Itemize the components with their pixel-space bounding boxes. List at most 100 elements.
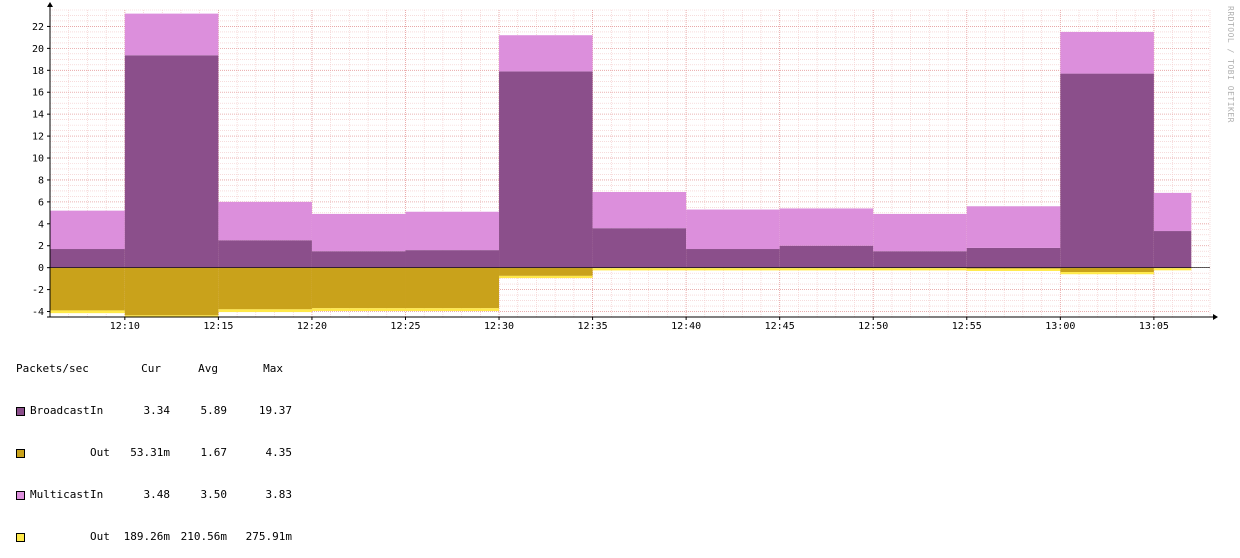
legend-row-broadcast-in: Broadcast In 3.34 5.89 19.37	[16, 404, 292, 418]
x-tick-labels: 12:10 12:15 12:20 12:25 12:30 12:35 12:40 12:45…	[110, 321, 1169, 330]
y-tick-label: 14	[32, 110, 44, 121]
x-tick-label: 12:35	[578, 321, 608, 330]
bar-multicast-out	[592, 268, 687, 271]
bar-multicast-in	[311, 213, 406, 252]
bar-broadcast-out	[218, 267, 312, 310]
x-tick-label: 12:50	[858, 321, 888, 330]
x-tick-label: 13:05	[1139, 321, 1169, 330]
y-tick-label: 8	[38, 175, 44, 186]
bar-multicast-out	[779, 268, 874, 271]
legend-header: Packets/sec Cur Avg Max	[16, 362, 292, 376]
bar-broadcast-in	[405, 250, 500, 268]
bar-multicast-in	[1060, 31, 1154, 74]
bar-broadcast-in	[499, 71, 593, 268]
legend-cur: 189.26m	[123, 530, 170, 543]
legend-cur: 3.34	[143, 404, 171, 417]
bar-broadcast-out	[124, 267, 219, 316]
bar-broadcast-in	[966, 247, 1061, 268]
bar-broadcast-in	[592, 228, 687, 268]
x-tick-label: 12:10	[110, 321, 140, 330]
bar-multicast-in	[405, 211, 500, 251]
bar-broadcast-out	[499, 267, 593, 276]
y-tick-label: 22	[32, 22, 44, 33]
legend-swatch	[16, 490, 25, 500]
legend: Packets/sec Cur Avg Max Broadcast In 3.34 5.89…	[16, 334, 292, 558]
legend-series-name: Broadcast	[30, 404, 90, 417]
legend-max: 275.91m	[245, 530, 292, 543]
chart-axes	[47, 2, 1218, 320]
legend-swatch	[16, 448, 25, 458]
bar-multicast-in	[218, 201, 312, 241]
chart-areas	[50, 13, 1192, 318]
legend-header-cur: Cur	[141, 362, 161, 375]
bar-broadcast-out	[966, 267, 1061, 269]
legend-max: 19.37	[258, 404, 292, 417]
bar-multicast-in	[499, 35, 593, 72]
x-tick-label: 12:25	[390, 321, 420, 330]
legend-avg: 5.89	[200, 404, 228, 417]
y-tick-label: 4	[38, 219, 44, 230]
bar-multicast-out	[966, 268, 1061, 271]
bar-multicast-out	[873, 268, 967, 271]
bar-multicast-in	[873, 213, 967, 252]
x-tick-label: 12:20	[297, 321, 327, 330]
bar-multicast-in	[1153, 192, 1192, 232]
bar-multicast-in	[779, 208, 874, 246]
legend-row-multicast-out: Out 189.26m 210.56m 275.91m	[16, 530, 292, 544]
y-tick-label: 10	[32, 154, 44, 165]
legend-swatch	[16, 406, 25, 416]
legend-max: 3.83	[265, 488, 293, 501]
legend-cur: 53.31m	[130, 446, 170, 459]
bar-multicast-out	[405, 308, 500, 311]
bar-broadcast-in	[1153, 231, 1192, 268]
bar-multicast-in	[966, 206, 1061, 248]
bar-multicast-in	[592, 192, 687, 229]
watermark-text: RRDTOOL / TOBI OETIKER	[1226, 6, 1235, 123]
bar-multicast-out	[1153, 268, 1192, 271]
x-tick-label: 12:15	[203, 321, 233, 330]
legend-max: 4.35	[265, 446, 293, 459]
bar-broadcast-in	[311, 251, 406, 268]
y-tick-label: 2	[38, 241, 44, 252]
bar-multicast-in	[686, 209, 780, 250]
bar-multicast-out	[686, 268, 780, 271]
bar-broadcast-in	[50, 249, 125, 268]
x-tick-label: 12:55	[952, 321, 982, 330]
y-tick-label: -4	[32, 307, 44, 318]
bar-broadcast-out	[405, 267, 500, 309]
bar-multicast-out	[311, 308, 406, 311]
x-tick-label: 12:45	[765, 321, 795, 330]
bar-broadcast-in	[218, 240, 312, 268]
bar-broadcast-in	[1060, 73, 1154, 268]
x-axis-arrow	[1213, 314, 1218, 320]
x-tick-label: 13:00	[1045, 321, 1075, 330]
y-tick-label: 20	[32, 44, 44, 55]
legend-header-avg: Avg	[198, 362, 218, 375]
x-tick-label: 12:40	[671, 321, 701, 330]
legend-header-label: Packets/sec	[16, 362, 89, 375]
bar-multicast-out	[124, 315, 219, 318]
bar-multicast-in	[50, 210, 125, 250]
legend-row-broadcast-out: Out 53.31m 1.67 4.35	[16, 446, 292, 460]
y-tick-label: 16	[32, 88, 44, 99]
bar-broadcast-in	[873, 251, 967, 268]
bar-multicast-out	[499, 275, 593, 279]
legend-avg: 3.50	[200, 488, 228, 501]
y-tick-label: 6	[38, 197, 44, 208]
legend-direction: Out	[90, 446, 110, 459]
bar-broadcast-in	[686, 249, 780, 268]
legend-direction: In	[90, 488, 104, 501]
bar-multicast-out	[218, 309, 312, 313]
y-tick-labels: -4 -2 0 2 4 6 8 10 12 14 16 18 20 22	[32, 22, 44, 318]
legend-avg: 210.56m	[180, 530, 227, 543]
bar-broadcast-in	[124, 55, 219, 268]
bar-broadcast-in	[779, 245, 874, 268]
bar-multicast-out	[1060, 272, 1154, 275]
bar-broadcast-out	[311, 267, 406, 309]
legend-header-max: Max	[263, 362, 283, 375]
bar-broadcast-out	[1060, 267, 1154, 273]
legend-swatch	[16, 532, 25, 542]
legend-direction: In	[90, 404, 104, 417]
legend-series-name: Multicast	[30, 488, 90, 501]
